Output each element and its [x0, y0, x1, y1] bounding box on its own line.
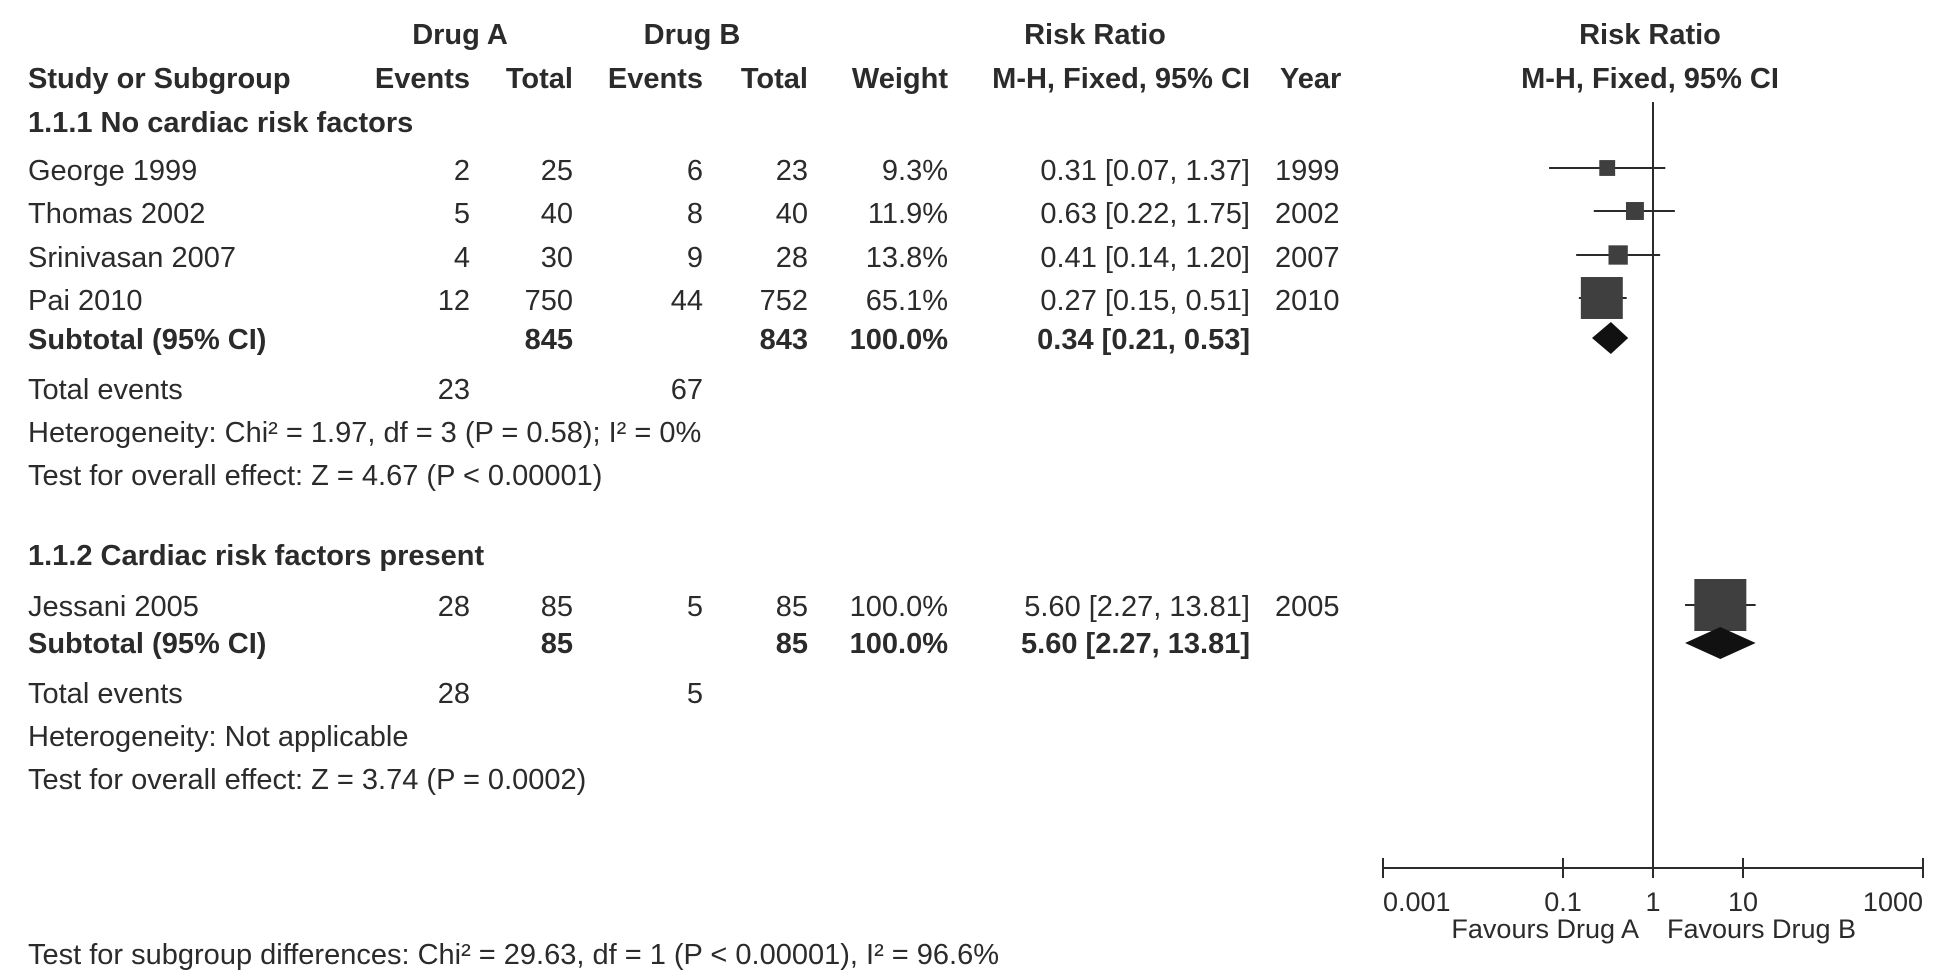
total-events-b: 5	[686, 678, 703, 710]
subtotal-total-b: 843	[759, 324, 808, 356]
study-name: Pai 2010	[28, 285, 143, 317]
study-name: Srinivasan 2007	[28, 242, 236, 274]
total-b: 752	[759, 285, 808, 317]
total-b: 28	[775, 242, 808, 274]
study-marker	[1580, 277, 1623, 319]
favours-right-label: Favours Drug B	[1667, 914, 1856, 944]
subtotal-ci: 5.60 [2.27, 13.81]	[1021, 628, 1250, 660]
total-b: 85	[775, 591, 808, 623]
weight: 11.9%	[867, 198, 948, 230]
events-b: 6	[686, 155, 703, 187]
risk-ratio-ci: 0.41 [0.14, 1.20]	[1040, 242, 1250, 274]
total-a: 25	[540, 155, 573, 187]
total-events-label: Total events	[28, 374, 183, 406]
year: 2007	[1275, 242, 1340, 274]
weight: 65.1%	[865, 285, 948, 317]
events-b-header: Events	[607, 63, 703, 95]
study-name: George 1999	[28, 155, 198, 187]
drug-b-header: Drug B	[643, 19, 741, 51]
total-events-label: Total events	[28, 678, 183, 710]
events-b: 5	[686, 591, 703, 623]
events-b: 8	[686, 198, 703, 230]
overall-effect-text: Test for overall effect: Z = 4.67 (P < 0…	[28, 460, 603, 492]
events-a: 5	[453, 198, 470, 230]
total-b: 40	[775, 198, 808, 230]
weight: 100.0%	[849, 591, 948, 623]
total-events-a: 23	[437, 374, 470, 406]
total-b: 23	[775, 155, 808, 187]
heterogeneity-text: Heterogeneity: Not applicable	[28, 721, 409, 753]
year: 1999	[1275, 155, 1340, 187]
x-tick-label: 10	[1728, 887, 1758, 917]
subtotal-total-a: 85	[540, 628, 573, 660]
plot-title: Risk Ratio	[1579, 19, 1721, 51]
events-a-header: Events	[374, 63, 470, 95]
method-header: M-H, Fixed, 95% CI	[992, 63, 1250, 95]
study-marker	[1608, 245, 1628, 265]
study-name: Thomas 2002	[28, 198, 206, 230]
x-tick-label: 0.001	[1383, 887, 1451, 917]
events-b: 9	[686, 242, 703, 274]
events-a: 28	[437, 591, 470, 623]
study-name: Jessani 2005	[28, 591, 199, 623]
favours-left-label: Favours Drug A	[1451, 914, 1639, 944]
total-b-header: Total	[740, 63, 808, 95]
risk-ratio-ci: 0.27 [0.15, 0.51]	[1040, 285, 1250, 317]
subtotal-label: Subtotal (95% CI)	[28, 324, 267, 356]
x-tick-label: 1000	[1863, 887, 1923, 917]
study-marker	[1625, 202, 1644, 220]
total-a: 85	[540, 591, 573, 623]
year: 2005	[1275, 591, 1340, 623]
year: 2002	[1275, 198, 1340, 230]
weight: 9.3%	[881, 155, 948, 187]
subgroup-title: 1.1.2 Cardiac risk factors present	[28, 540, 485, 572]
total-a: 750	[524, 285, 573, 317]
subtotal-label: Subtotal (95% CI)	[28, 628, 267, 660]
study-marker	[1694, 579, 1747, 631]
events-b: 44	[670, 285, 703, 317]
study-column-header: Study or Subgroup	[28, 63, 291, 95]
weight: 13.8%	[865, 242, 948, 274]
x-tick-label: 1	[1645, 887, 1660, 917]
x-tick-label: 0.1	[1544, 887, 1582, 917]
subtotal-total-a: 845	[524, 324, 573, 356]
total-a: 30	[540, 242, 573, 274]
risk-ratio-header: Risk Ratio	[1024, 19, 1166, 51]
total-events-b: 67	[670, 374, 703, 406]
plot-method-header: M-H, Fixed, 95% CI	[1521, 63, 1779, 95]
drug-a-header: Drug A	[412, 19, 508, 51]
risk-ratio-ci: 5.60 [2.27, 13.81]	[1024, 591, 1250, 623]
year-header: Year	[1280, 63, 1342, 95]
subtotal-total-b: 85	[775, 628, 808, 660]
weight-header: Weight	[851, 63, 948, 95]
subtotal-weight: 100.0%	[849, 628, 948, 660]
study-marker	[1599, 160, 1616, 176]
subgroup-differences-text: Test for subgroup differences: Chi² = 29…	[28, 939, 1000, 971]
subtotal-diamond	[1591, 322, 1629, 354]
overall-effect-text: Test for overall effect: Z = 3.74 (P = 0…	[28, 764, 587, 796]
total-events-a: 28	[437, 678, 470, 710]
total-a-header: Total	[505, 63, 573, 95]
subtotal-weight: 100.0%	[849, 324, 948, 356]
risk-ratio-ci: 0.31 [0.07, 1.37]	[1040, 155, 1250, 187]
subgroup-title: 1.1.1 No cardiac risk factors	[28, 107, 414, 139]
events-a: 2	[453, 155, 470, 187]
events-a: 12	[437, 285, 470, 317]
heterogeneity-text: Heterogeneity: Chi² = 1.97, df = 3 (P = …	[28, 417, 702, 449]
subtotal-diamond	[1685, 627, 1756, 659]
risk-ratio-ci: 0.63 [0.22, 1.75]	[1040, 198, 1250, 230]
total-a: 40	[540, 198, 573, 230]
year: 2010	[1275, 285, 1340, 317]
events-a: 4	[453, 242, 470, 274]
subtotal-ci: 0.34 [0.21, 0.53]	[1037, 324, 1250, 356]
